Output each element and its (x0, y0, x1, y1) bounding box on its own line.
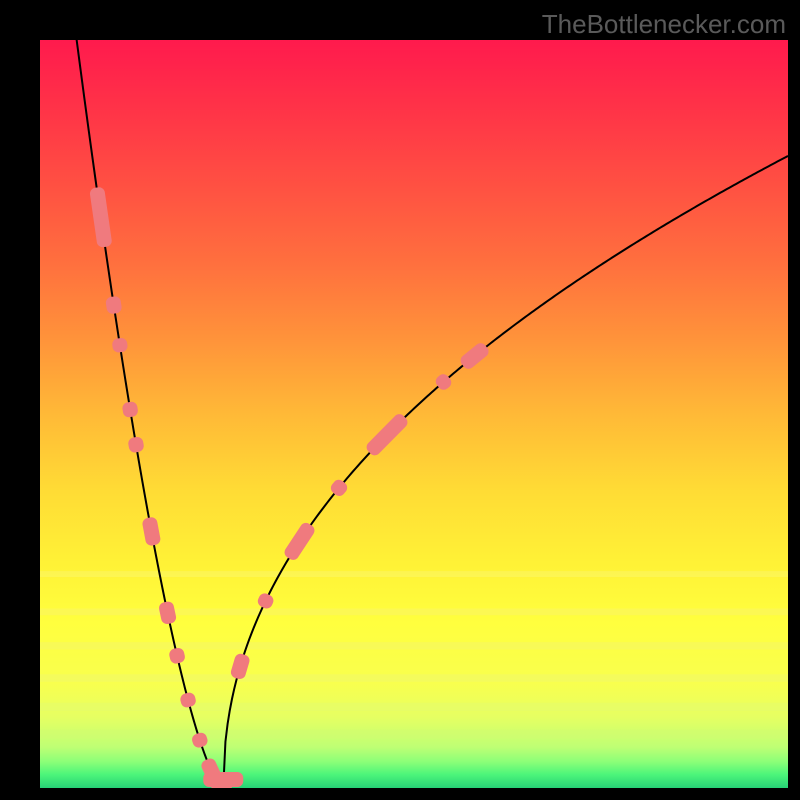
curve-markers (40, 40, 788, 788)
watermark-text: TheBottlenecker.com (542, 9, 786, 40)
chart-container: TheBottlenecker.com (0, 0, 800, 800)
plot-area (40, 40, 788, 788)
